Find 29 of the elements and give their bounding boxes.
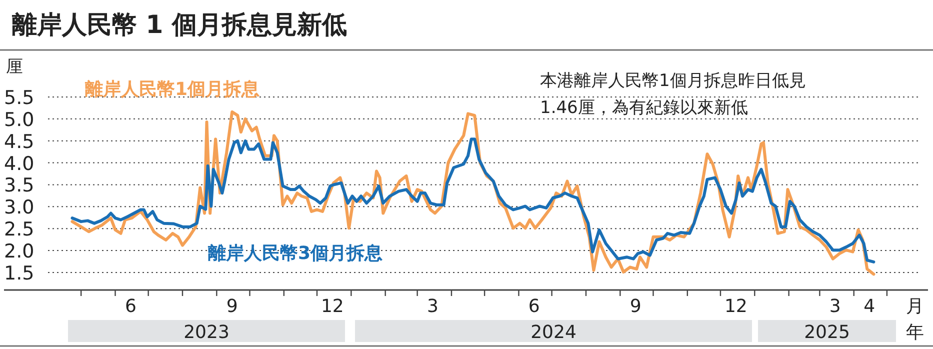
y-tick-label: 3.0 bbox=[4, 196, 34, 219]
x-tick-label: 12 bbox=[724, 296, 748, 317]
series-label: 離岸人民幣3個月拆息 bbox=[207, 243, 383, 264]
y-tick-label: 5.5 bbox=[4, 87, 34, 109]
y-tick-label: 5.0 bbox=[4, 108, 34, 131]
x-tick-label: 12 bbox=[320, 296, 344, 317]
x-tick-label: 6 bbox=[528, 296, 540, 317]
line-series bbox=[70, 138, 876, 264]
x-tick-label: 9 bbox=[630, 296, 642, 317]
text: 2025 bbox=[804, 322, 850, 343]
y-tick-label: 4.5 bbox=[4, 130, 34, 153]
y-axis-title: 厘 bbox=[6, 57, 23, 77]
x-tick-label: 9 bbox=[226, 296, 238, 317]
x-tick-label: 3 bbox=[427, 296, 438, 317]
annotation: 本港離岸人民幣1個月拆息昨日低見 1.46厘，為有紀錄以來新低 bbox=[540, 71, 806, 118]
x-tick-label: 3 bbox=[829, 296, 841, 317]
text: 2023 bbox=[184, 322, 230, 343]
y-tick-label: 1.5 bbox=[4, 262, 34, 284]
x-axis-title: 月 bbox=[906, 296, 924, 317]
text: 年 bbox=[906, 322, 924, 343]
text: 2024 bbox=[530, 322, 576, 343]
x-tick-label: 4 bbox=[864, 296, 876, 317]
chart-title: 離岸人民幣 1 個月拆息見新低 bbox=[11, 10, 347, 39]
y-tick-label: 2.0 bbox=[4, 240, 34, 263]
series-label: 離岸人民幣1個月拆息 bbox=[84, 79, 260, 100]
x-tick-label: 6 bbox=[124, 296, 136, 317]
y-tick-label: 4.0 bbox=[4, 152, 34, 175]
y-tick-label: 2.5 bbox=[4, 218, 34, 241]
y-tick-label: 3.5 bbox=[4, 174, 34, 197]
